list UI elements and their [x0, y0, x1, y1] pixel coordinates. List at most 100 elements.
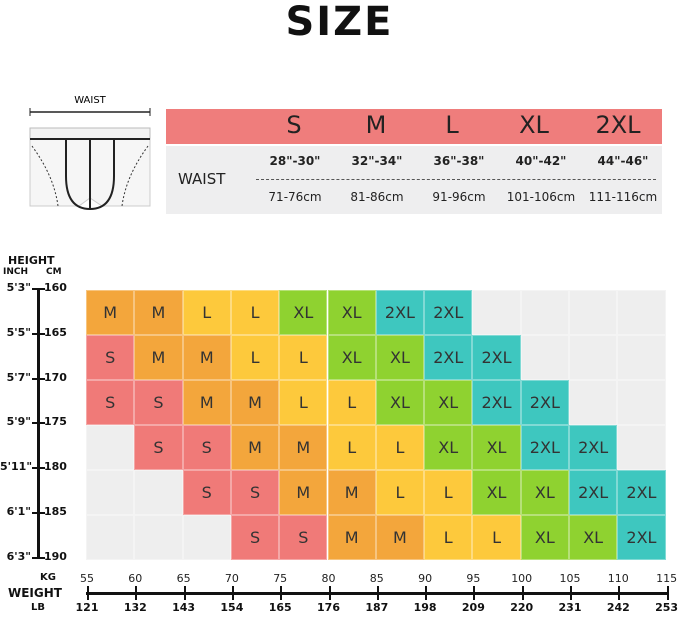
- weight-lb-label: 176: [317, 601, 340, 614]
- weight-lb-label: 187: [365, 601, 389, 614]
- weight-tick: [231, 586, 234, 600]
- weight-kg-label: 80: [321, 572, 336, 585]
- grid-cell: XL: [375, 380, 425, 425]
- weight-lb-label: 143: [172, 601, 196, 614]
- weight-lb-label: 198: [413, 601, 437, 614]
- height-tick: [32, 288, 45, 290]
- weight-kg-label: 105: [559, 572, 581, 585]
- grid-cell: S: [230, 470, 280, 515]
- grid-cell: M: [230, 425, 280, 470]
- grid-cell: [134, 515, 183, 560]
- grid-cell: M: [86, 290, 135, 335]
- grid-cell: XL: [327, 335, 376, 380]
- size-header: L: [445, 111, 459, 139]
- grid-cell: XL: [520, 470, 569, 515]
- grid-cell: S: [230, 515, 280, 560]
- grid-cell: [617, 335, 666, 380]
- grid-cell: L: [327, 380, 376, 425]
- grid-cell: M: [279, 470, 328, 515]
- height-inch-label: 6'3": [6, 549, 31, 563]
- kg-unit-label: KG: [40, 572, 56, 583]
- inch-unit-label: INCH: [3, 267, 29, 277]
- height-cm-label: 170: [44, 370, 67, 384]
- grid-cell: S: [182, 425, 231, 470]
- height-tick: [32, 512, 45, 514]
- grid-cell: XL: [424, 425, 473, 470]
- weight-lb-label: 253: [655, 601, 679, 614]
- cm-unit-label: CM: [46, 267, 62, 277]
- grid-cell: XL: [424, 380, 473, 425]
- grid-cell: [617, 425, 666, 470]
- weight-tick: [328, 586, 331, 600]
- waist-inch: 32"-34": [351, 154, 403, 168]
- grid-cell: 2XL: [424, 335, 473, 380]
- grid-cell: [520, 335, 569, 380]
- size-header: S: [286, 111, 302, 139]
- grid-cell: L: [327, 425, 376, 470]
- size-header: 2XL: [595, 111, 641, 139]
- grid-cell: S: [86, 335, 135, 380]
- height-cm-label: 185: [44, 505, 67, 518]
- waist-cm: 101-106cm: [506, 190, 576, 204]
- grid-cell: M: [182, 335, 231, 380]
- page-title: SIZE: [285, 0, 394, 45]
- grid-cell: 2XL: [472, 380, 521, 425]
- waist-inch: 40"-42": [515, 154, 567, 168]
- weight-tick: [570, 586, 572, 600]
- weight-lb-label: 209: [461, 601, 485, 614]
- grid-cell: L: [230, 335, 280, 380]
- height-tick: [32, 422, 45, 425]
- grid-cell: 2XL: [617, 470, 666, 515]
- divider: [256, 179, 656, 180]
- grid-cell: [617, 380, 666, 425]
- weight-tick: [618, 586, 621, 600]
- weight-lb-label: 220: [510, 601, 534, 614]
- height-tick: [32, 332, 45, 335]
- lb-unit-label: LB: [31, 602, 45, 613]
- weight-lb-label: 165: [268, 601, 292, 614]
- height-inch-label: 5'11": [0, 460, 33, 474]
- grid-cell: [472, 290, 521, 335]
- size-header: M: [365, 111, 387, 139]
- grid-cell: L: [279, 380, 328, 425]
- weight-tick: [87, 586, 89, 600]
- grid-cell: XL: [520, 515, 569, 560]
- grid-cell: M: [134, 290, 183, 335]
- height-cm-label: 180: [44, 460, 67, 474]
- grid-cell: 2XL: [569, 470, 618, 515]
- grid-cell: M: [327, 515, 376, 560]
- grid-cell: S: [279, 515, 328, 560]
- grid-cell: [86, 515, 135, 560]
- grid-cell: 2XL: [472, 335, 521, 380]
- height-cm-label: 175: [44, 415, 67, 429]
- weight-kg-label: 70: [224, 572, 239, 585]
- weight-kg-label: 60: [128, 572, 143, 585]
- grid-cell: L: [472, 515, 521, 560]
- waist-row: WAIST 28"-30" 32"-34" 36"-38" 40"-42" 44…: [166, 146, 662, 214]
- grid-cell: M: [327, 470, 376, 515]
- grid-cell: S: [134, 425, 183, 470]
- weight-lb-label: 154: [220, 601, 244, 614]
- grid-cell: L: [279, 335, 328, 380]
- height-cm-label: 160: [44, 281, 67, 294]
- grid-cell: XL: [472, 470, 521, 515]
- grid-cell: S: [134, 380, 183, 425]
- weight-tick: [425, 586, 428, 600]
- height-cm-label: 190: [44, 549, 67, 563]
- grid-cell: M: [182, 380, 231, 425]
- weight-tick: [280, 586, 283, 600]
- grid-cell: 2XL: [569, 425, 618, 470]
- waist-inch: 44"-46": [597, 154, 649, 168]
- waist-inch: 28"-30": [269, 154, 321, 168]
- grid-cell: [569, 335, 618, 380]
- grid-cell: [182, 515, 231, 560]
- waist-inch: 36"-38": [433, 154, 485, 168]
- height-axis-title: HEIGHT: [8, 254, 55, 267]
- grid-cell: XL: [472, 425, 521, 470]
- weight-tick: [473, 586, 476, 600]
- height-inch-label: 6'1": [6, 505, 31, 518]
- waist-cm: 111-116cm: [588, 190, 658, 204]
- grid-cell: 2XL: [375, 290, 425, 335]
- grid-cell: XL: [279, 290, 328, 335]
